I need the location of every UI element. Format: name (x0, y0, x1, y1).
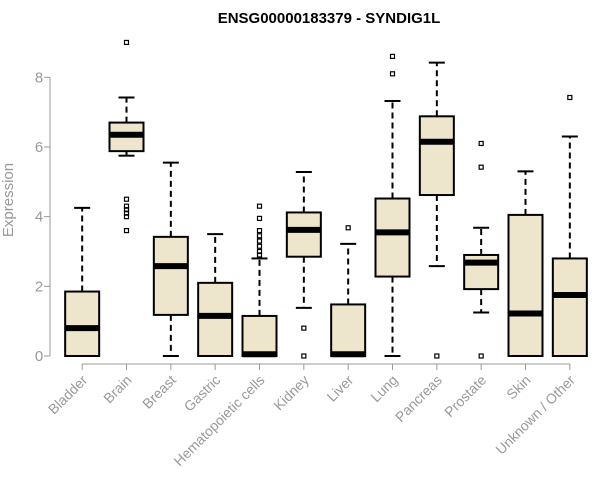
outlier-point (478, 164, 484, 170)
outlier-point (389, 71, 396, 77)
box-group (152, 161, 189, 357)
box-body (285, 211, 322, 258)
x-tick-label: Bladder (45, 372, 91, 418)
outlier-point (434, 353, 440, 359)
outlier-point (123, 227, 130, 234)
x-tick-label: Liver (324, 372, 357, 405)
outlier-point (389, 53, 396, 59)
outlier-point (478, 140, 484, 147)
outlier-point (256, 227, 263, 234)
x-tick-label: Prostate (441, 372, 489, 420)
outlier-point (256, 215, 263, 221)
outlier-point (123, 39, 130, 46)
box-body (374, 197, 411, 278)
box-group (374, 53, 411, 357)
x-tick-label: Gastric (181, 372, 224, 415)
box-body (551, 257, 588, 357)
box-group (197, 233, 234, 358)
x-tick-label: Lung (367, 372, 400, 405)
box-group (507, 170, 544, 357)
x-tick-label: Pancreas (392, 372, 445, 425)
outlier-point (123, 196, 130, 202)
outlier-point (256, 243, 263, 249)
x-tick-label: Unknown / Other (492, 372, 578, 458)
x-tick-label: Brain (100, 372, 134, 406)
y-tick-label: 4 (35, 209, 43, 226)
box-body (197, 281, 234, 358)
box-series (64, 39, 588, 359)
x-tick-label: Kidney (270, 372, 312, 414)
box-group (463, 140, 500, 359)
box-body (418, 115, 455, 197)
outlier-point (256, 252, 263, 258)
outlier-point (123, 214, 130, 220)
y-tick-label: 6 (35, 139, 43, 156)
y-tick-label: 8 (35, 69, 43, 86)
outlier-point (478, 353, 484, 359)
box-body (152, 235, 189, 316)
outlier-point (256, 238, 263, 244)
box-group (551, 94, 588, 357)
outlier-point (301, 325, 307, 331)
box-body (241, 314, 278, 358)
box-group (285, 171, 322, 359)
outlier-point (301, 353, 307, 359)
x-tick-label: Skin (503, 372, 534, 403)
box-body (330, 303, 367, 358)
outlier-point (256, 233, 263, 239)
chart-title: ENSG00000183379 - SYNDIG1L (218, 10, 441, 27)
box-group (64, 206, 101, 358)
outlier-point (256, 203, 263, 209)
y-axis: 0 2 4 6 8 (35, 69, 51, 365)
y-axis-label: Expression (0, 163, 17, 237)
y-tick-label: 2 (35, 278, 43, 295)
box-group (418, 61, 455, 359)
box-body (64, 290, 101, 358)
outlier-point (567, 94, 573, 101)
x-tick-label: Breast (139, 372, 179, 412)
y-tick-label: 0 (35, 348, 43, 365)
box-group (108, 39, 145, 234)
box-group (241, 203, 278, 358)
outlier-point (345, 225, 351, 231)
box-body (507, 213, 544, 357)
box-group (330, 225, 367, 358)
